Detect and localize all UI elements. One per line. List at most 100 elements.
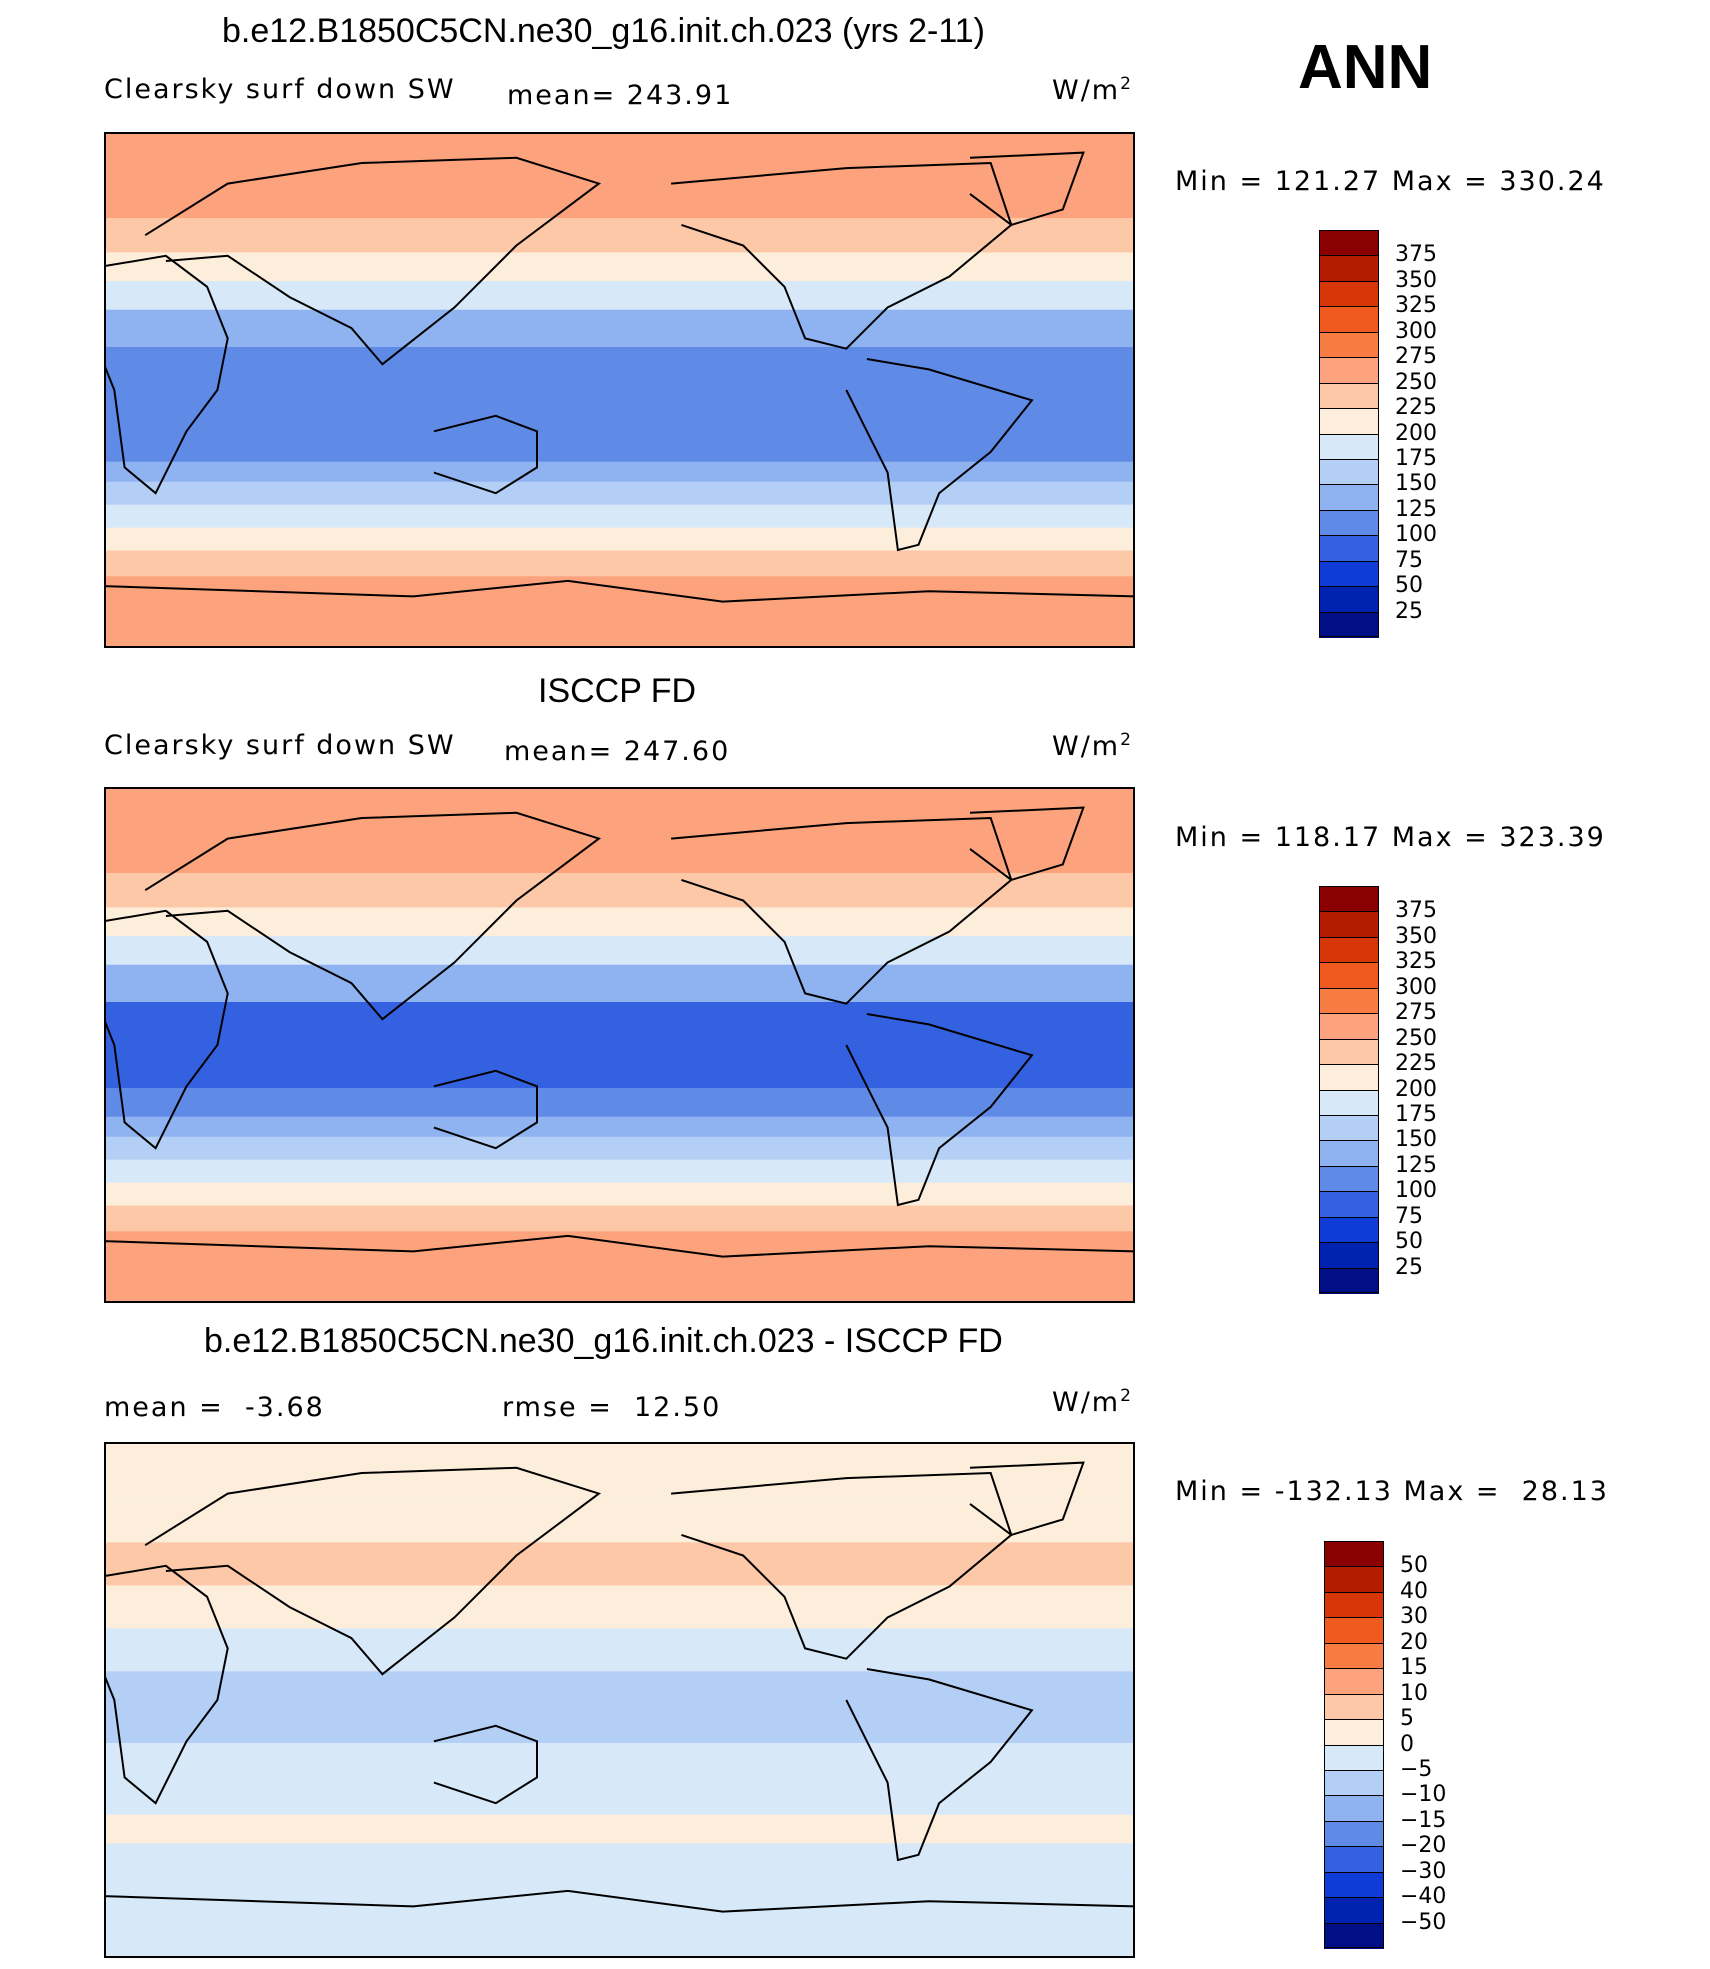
colorbar-frame xyxy=(1319,230,1379,637)
map-band xyxy=(104,1059,1135,1089)
map-band xyxy=(104,1542,1135,1586)
coastline xyxy=(969,151,1085,227)
colorbar-swatch xyxy=(1319,1013,1379,1040)
map-band xyxy=(104,252,1135,282)
colorbar-tick-label: 10 xyxy=(1400,1680,1428,1706)
colorbar-swatch xyxy=(1319,458,1379,485)
colorbar-tick-label: 125 xyxy=(1395,1152,1437,1178)
colorbar-swatch xyxy=(1319,1140,1379,1167)
colorbar-tick-label: 30 xyxy=(1400,1604,1428,1630)
map-band xyxy=(104,1136,1135,1161)
colorbar-swatch xyxy=(1324,1846,1384,1873)
colorbar-frame xyxy=(1324,1541,1384,1948)
colorbar-swatch xyxy=(1319,560,1379,587)
map-band xyxy=(104,964,1135,1003)
panel2-mean: mean= 247.60 xyxy=(504,736,731,767)
colorbar-swatch xyxy=(1319,987,1379,1014)
map-band xyxy=(104,936,1135,966)
colorbar-swatch xyxy=(1319,1089,1379,1116)
coastline xyxy=(104,1889,1135,1913)
map-band xyxy=(104,1585,1135,1629)
panel3-title: b.e12.B1850C5CN.ne30_g16.init.ch.023 - I… xyxy=(204,1322,1003,1360)
colorbar-tick-label: 50 xyxy=(1400,1553,1428,1579)
colorbar-tick-label: 175 xyxy=(1395,445,1437,471)
colorbar-tick-label: 350 xyxy=(1395,923,1437,949)
colorbar-tick-label: −15 xyxy=(1400,1807,1447,1833)
map-band xyxy=(104,550,1135,577)
map-band xyxy=(104,1877,1135,1958)
colorbar-tick-label: 175 xyxy=(1395,1101,1437,1127)
coastline xyxy=(845,1013,1034,1207)
coastline xyxy=(433,414,538,495)
colorbar-swatch xyxy=(1324,1617,1384,1644)
colorbar-tick-label: −20 xyxy=(1400,1833,1447,1859)
panel2-colorbar: 375 350 325 300 275 250 225 200 175 150 125 100 75 50… xyxy=(1319,886,1437,1294)
colorbar-tick-label: 125 xyxy=(1395,496,1437,522)
colorbar-tick-label: 275 xyxy=(1395,344,1437,370)
colorbar-swatch xyxy=(1324,1769,1384,1796)
map-band xyxy=(104,1088,1135,1118)
panel3-minmax: Min = -132.13 Max = 28.13 xyxy=(1175,1476,1609,1507)
colorbar-tick-label: 100 xyxy=(1395,522,1437,548)
colorbar-swatch xyxy=(1324,1591,1384,1618)
colorbar-swatch xyxy=(1319,886,1379,912)
colorbar-tick-label: 325 xyxy=(1395,949,1437,975)
colorbar-swatch xyxy=(1319,357,1379,384)
coastline xyxy=(144,1466,602,1676)
colorbar-tick-label: 275 xyxy=(1395,1000,1437,1026)
panel2-units-base: W/m xyxy=(1052,731,1121,762)
colorbar-swatch xyxy=(1319,1038,1379,1065)
colorbar-swatch xyxy=(1319,1165,1379,1192)
map-band xyxy=(104,1843,1135,1879)
colorbar-tick-label: −10 xyxy=(1400,1782,1447,1808)
colorbar-swatch xyxy=(1324,1668,1384,1695)
panel2-units: W/m2 xyxy=(1052,730,1133,762)
season-label: ANN xyxy=(1298,33,1433,102)
colorbar-tick-label: 100 xyxy=(1395,1178,1437,1204)
panel1-units: W/m2 xyxy=(1052,74,1133,106)
colorbar-swatch xyxy=(1319,936,1379,963)
colorbar-swatch xyxy=(1319,1242,1379,1269)
colorbar-tick-label: 25 xyxy=(1395,598,1423,624)
coastline xyxy=(104,1564,229,1805)
panel3-units-exponent: 2 xyxy=(1120,1386,1133,1406)
panel3-mean: mean = -3.68 xyxy=(104,1392,325,1423)
panel1-units-exponent: 2 xyxy=(1120,74,1133,94)
panel1-variable: Clearsky surf down SW xyxy=(104,74,456,105)
map-band xyxy=(104,1159,1135,1184)
colorbar-swatch xyxy=(1319,535,1379,562)
colorbar-tick-label: 350 xyxy=(1395,267,1437,293)
coastline xyxy=(104,579,1135,603)
map-band xyxy=(104,1814,1135,1844)
colorbar-tick-label: 0 xyxy=(1400,1731,1414,1757)
colorbar-tick-label: 5 xyxy=(1400,1706,1414,1732)
map-band xyxy=(104,907,1135,937)
panel2-title: ISCCP FD xyxy=(538,672,697,710)
colorbar-swatch xyxy=(1324,1897,1384,1924)
colorbar-tick-label: 200 xyxy=(1395,1076,1437,1102)
coastline xyxy=(433,1069,538,1150)
map-band xyxy=(104,1116,1135,1138)
colorbar-swatch xyxy=(1319,484,1379,511)
panel3-rmse: rmse = 12.50 xyxy=(502,1392,722,1423)
colorbar-swatch xyxy=(1319,433,1379,460)
colorbar-swatch xyxy=(1319,255,1379,282)
panel2-minmax: Min = 118.17 Max = 323.39 xyxy=(1175,822,1606,853)
colorbar-tick-label: 250 xyxy=(1395,1025,1437,1051)
colorbar-swatch xyxy=(1319,509,1379,536)
coastline xyxy=(104,909,229,1150)
colorbar-swatch xyxy=(1324,1871,1384,1898)
panel1-mean: mean= 243.91 xyxy=(507,80,734,111)
colorbar-swatch xyxy=(1319,230,1379,256)
colorbar-swatch xyxy=(1324,1744,1384,1771)
colorbar-swatch xyxy=(1319,1191,1379,1218)
colorbar-swatch xyxy=(1324,1795,1384,1822)
map-band xyxy=(104,309,1135,348)
coastline xyxy=(144,811,602,1021)
panel3-units: W/m2 xyxy=(1052,1386,1133,1418)
colorbar-swatch xyxy=(1319,611,1379,638)
panel1-units-base: W/m xyxy=(1052,75,1121,106)
colorbar-tick-label: 75 xyxy=(1395,1203,1423,1229)
coastline xyxy=(845,358,1034,552)
colorbar-swatch xyxy=(1319,1267,1379,1294)
